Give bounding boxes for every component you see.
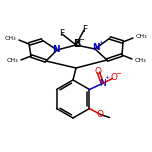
Text: N: N bbox=[92, 43, 100, 52]
Text: −: − bbox=[116, 71, 121, 78]
Text: +: + bbox=[98, 40, 104, 45]
Text: O: O bbox=[111, 73, 118, 82]
Text: N: N bbox=[52, 45, 60, 54]
Text: N: N bbox=[99, 79, 106, 88]
Text: O: O bbox=[95, 67, 102, 76]
Text: +: + bbox=[104, 75, 109, 80]
Text: CH₃: CH₃ bbox=[6, 59, 18, 64]
Text: B: B bbox=[73, 39, 81, 49]
Text: F: F bbox=[82, 24, 88, 33]
Text: O: O bbox=[97, 110, 104, 119]
Text: F: F bbox=[59, 29, 65, 38]
Text: CH₃: CH₃ bbox=[136, 35, 148, 40]
Text: CH₃: CH₃ bbox=[4, 36, 16, 41]
Text: −: − bbox=[78, 37, 84, 43]
Text: CH₃: CH₃ bbox=[135, 57, 147, 62]
